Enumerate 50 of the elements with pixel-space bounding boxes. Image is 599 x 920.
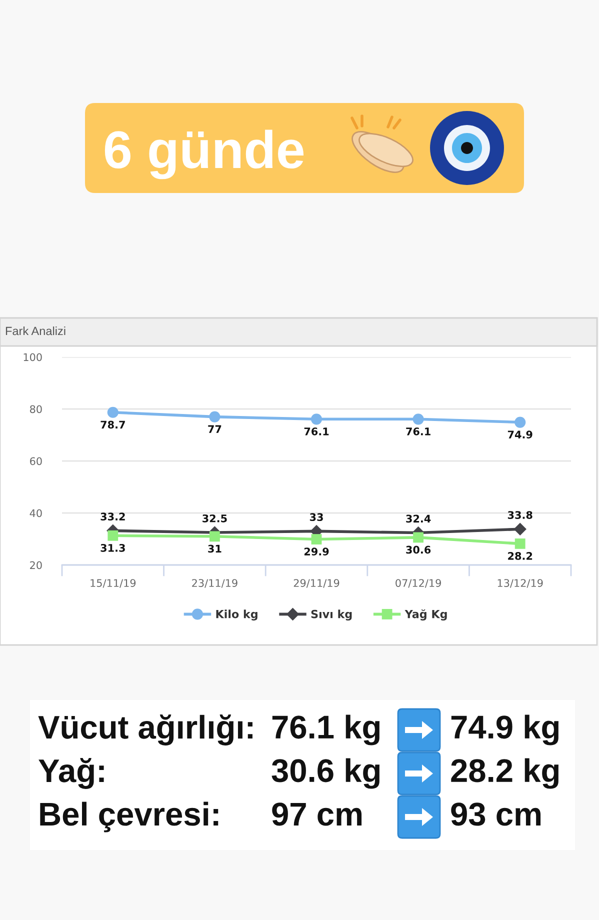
text: 76.1 kg xyxy=(272,714,380,746)
text: 74.9 kg xyxy=(451,714,558,746)
y-tick-label: 80 xyxy=(30,405,42,414)
point xyxy=(310,414,322,425)
y-tick-label: 60 xyxy=(30,457,42,466)
text: 93 cm xyxy=(451,802,541,826)
text: Bel çevresi: xyxy=(40,802,218,832)
point xyxy=(514,538,526,549)
x-tick-label: 07/12/19 xyxy=(396,579,441,588)
data-label: 31 xyxy=(208,544,222,553)
chart-subtitle: Fark Analizi xyxy=(6,326,66,336)
legend-label: Sıvı kg xyxy=(311,610,352,620)
data-label: 33 xyxy=(310,513,323,522)
legend-label: Yağ Kg xyxy=(404,609,447,620)
point xyxy=(514,522,526,536)
point xyxy=(108,530,118,541)
text: 30.6 kg xyxy=(272,758,380,789)
text: Yağ: xyxy=(38,758,104,789)
x-tick-label: 15/11/19 xyxy=(90,579,136,588)
y-tick-label: 100 xyxy=(24,353,42,362)
data-label: 32.4 xyxy=(406,514,431,523)
point xyxy=(209,411,220,422)
point xyxy=(514,416,526,428)
x-tick-label: 23/11/19 xyxy=(192,579,238,588)
text: 28.2 kg xyxy=(451,758,558,789)
data-label: 32.5 xyxy=(202,514,227,522)
data-label: 28.2 xyxy=(508,552,532,560)
point xyxy=(311,534,322,544)
point xyxy=(107,406,118,418)
text: 97 cm xyxy=(272,802,362,826)
data-label: 33.2 xyxy=(100,512,125,521)
y-tick-label: 20 xyxy=(30,561,42,570)
point xyxy=(413,532,424,543)
data-label: 76.1 xyxy=(304,427,329,436)
data-label: 77 xyxy=(208,425,222,433)
y-tick-label: 40 xyxy=(30,509,42,518)
data-label: 74.9 xyxy=(508,430,532,438)
data-label: 33.8 xyxy=(508,511,532,519)
legend-label: Kilo kg xyxy=(216,610,258,620)
data-label: 30.6 xyxy=(406,546,431,554)
point xyxy=(209,531,220,542)
x-tick-label: 29/11/19 xyxy=(294,579,340,588)
data-label: 31.3 xyxy=(100,544,125,552)
data-label: 29.9 xyxy=(304,548,329,556)
point xyxy=(412,414,424,425)
x-tick-label: 13/12/19 xyxy=(498,579,543,588)
text: Vücut ağırlığı: xyxy=(38,714,252,746)
data-label: 76.1 xyxy=(406,427,430,436)
chart-title: 6 günde xyxy=(104,130,304,180)
data-label: 78.7 xyxy=(100,420,125,429)
